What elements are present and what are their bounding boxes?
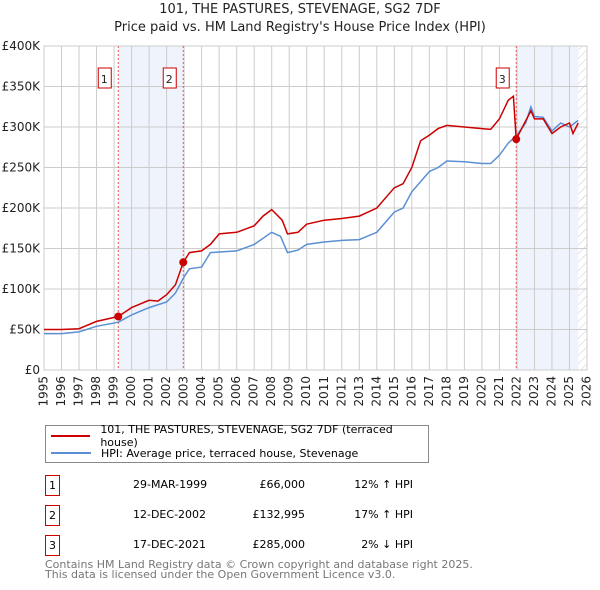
- y-tick-label: £150K: [2, 242, 42, 256]
- y-tick-label: £50K: [9, 323, 41, 337]
- x-tick-label: 2017: [422, 376, 436, 407]
- x-tick-label: 2012: [334, 376, 348, 407]
- x-tick-label: 2008: [264, 376, 278, 407]
- transaction-date: 12-DEC-2002: [133, 508, 207, 521]
- transaction-date: 29-MAR-1999: [133, 478, 208, 491]
- x-tick-label: 1997: [72, 376, 86, 407]
- transaction-number: 1: [45, 475, 60, 496]
- x-tick-label: 2013: [352, 376, 366, 407]
- chart-title: 101, THE PASTURES, STEVENAGE, SG2 7DF: [159, 2, 441, 17]
- property-price-line: [44, 94, 579, 331]
- transaction-hpi-diff: 2% ↓ HPI: [361, 538, 413, 551]
- sale-point: [512, 135, 521, 144]
- x-tick-label: 2000: [124, 376, 138, 407]
- x-tick-label: 2005: [212, 376, 226, 407]
- x-tick-label: 2001: [142, 376, 156, 407]
- x-tick-label: 2011: [317, 376, 331, 407]
- x-tick-label: 2002: [159, 376, 173, 407]
- x-tick-label: 2003: [177, 376, 191, 407]
- footer-licence: This data is licensed under the Open Gov…: [45, 568, 396, 581]
- legend-label: HPI: Average price, terraced house, Stev…: [101, 446, 359, 460]
- y-tick-label: £400K: [2, 39, 42, 53]
- transaction-row: 1 29-MAR-1999 £66,000 12% ↑ HPI: [45, 475, 465, 496]
- x-tick-label: 1998: [89, 376, 103, 407]
- sale-label-box: [495, 67, 510, 89]
- x-tick-label: 2004: [194, 376, 208, 407]
- y-tick-label: £350K: [2, 80, 42, 94]
- x-tick-label: 2014: [369, 376, 383, 407]
- x-tick-label: 2019: [457, 376, 471, 407]
- x-tick-label: 2018: [439, 376, 453, 407]
- sale-label: 2: [166, 73, 173, 86]
- footer: Contains HM Land Registry data © Crown c…: [45, 558, 473, 581]
- transaction-number: 3: [45, 535, 60, 556]
- chart-subtitle: Price paid vs. HM Land Registry's House …: [114, 20, 486, 35]
- transaction-price: £132,995: [252, 508, 306, 521]
- transaction-number: 2: [45, 505, 60, 526]
- x-tick-label: 2007: [247, 376, 261, 407]
- x-tick-label: 2023: [527, 376, 541, 407]
- plot-border: [43, 45, 588, 371]
- legend: 101, THE PASTURES, STEVENAGE, SG2 7DF (t…: [45, 423, 429, 463]
- hpi-line: [44, 104, 579, 335]
- x-tick-label: 2020: [474, 376, 488, 407]
- transaction-hpi-diff: 12% ↑ HPI: [354, 478, 413, 491]
- x-tick-label: 2026: [580, 376, 594, 407]
- x-tick-label: 2006: [229, 376, 243, 407]
- legend-item-hpi: HPI: Average price, terraced house, Stev…: [46, 445, 358, 461]
- x-tick-label: 2025: [562, 376, 576, 407]
- legend-label: 101, THE PASTURES, STEVENAGE, SG2 7DF (t…: [100, 423, 393, 449]
- legend-item-property: 101, THE PASTURES, STEVENAGE, SG2 7DF (t…: [46, 423, 428, 449]
- sale-point: [114, 312, 123, 321]
- transaction-price: £66,000: [259, 478, 306, 491]
- x-tick-label: 2016: [404, 376, 418, 407]
- legend-swatch-blue: [51, 452, 91, 454]
- y-tick-label: £200K: [2, 201, 42, 215]
- x-tick-label: 2010: [299, 376, 313, 407]
- x-tick-label: 2024: [544, 376, 558, 407]
- x-tick-label: 1996: [54, 376, 68, 407]
- y-tick-label: £100K: [2, 282, 42, 296]
- x-tick-label: 2021: [492, 376, 506, 407]
- legend-swatch-red: [51, 435, 91, 437]
- footer-copyright: Contains HM Land Registry data © Crown c…: [45, 558, 473, 571]
- transaction-date: 17-DEC-2021: [133, 538, 207, 551]
- sale-label: 1: [101, 73, 108, 86]
- sale-label-box: [162, 67, 177, 89]
- x-tick-label: 2015: [387, 376, 401, 407]
- x-tick-label: 2022: [509, 376, 523, 407]
- x-tick-label: 1995: [37, 376, 51, 407]
- sale-label-box: [97, 67, 112, 89]
- x-tick-label: 2009: [282, 376, 296, 407]
- transaction-price: £285,000: [252, 538, 306, 551]
- x-tick-label: 1999: [107, 376, 121, 407]
- sale-point: [179, 258, 188, 267]
- y-tick-label: £250K: [2, 161, 42, 175]
- y-tick-label: £0: [25, 363, 40, 377]
- y-tick-label: £300K: [2, 120, 42, 134]
- transaction-row: 3 17-DEC-2021 £285,000 2% ↓ HPI: [45, 535, 465, 556]
- sale-label: 3: [499, 73, 506, 86]
- transaction-hpi-diff: 17% ↑ HPI: [354, 508, 413, 521]
- transaction-row: 2 12-DEC-2002 £132,995 17% ↑ HPI: [45, 505, 465, 526]
- plot-area: 1995 1996 1997 1998 1999 2000 2001 2002 2003 2004…: [2, 39, 594, 407]
